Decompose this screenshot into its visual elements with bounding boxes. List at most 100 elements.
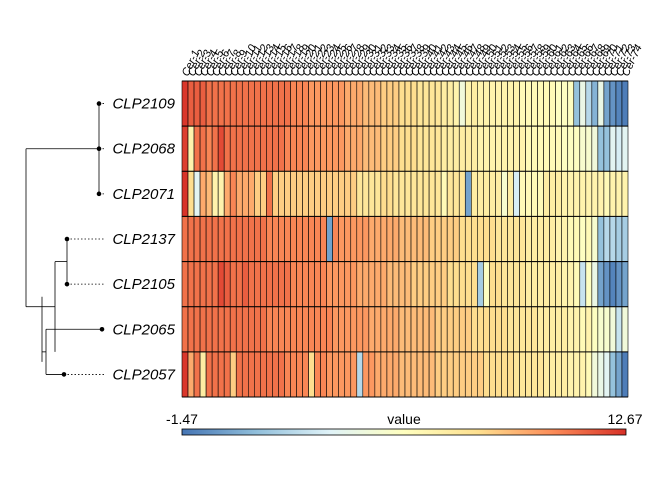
- heatmap-cell: [483, 261, 490, 308]
- heatmap-cell: [398, 125, 406, 172]
- heatmap-cell: [452, 170, 460, 217]
- heatmap-cell: [458, 261, 466, 308]
- heatmap-cell: [555, 351, 563, 398]
- heatmap-cell: [404, 306, 412, 353]
- heatmap-cell: [470, 261, 478, 308]
- heatmap-cell: [489, 216, 496, 262]
- heatmap-cell: [181, 306, 189, 353]
- column-labels: Cer-1Cer-2Cer-3Cer-4Cer-5Cer-6Cer-7Cer-8…: [180, 42, 645, 78]
- heatmap-cell: [350, 306, 358, 353]
- heatmap-cell: [519, 170, 526, 217]
- heatmap-cell: [380, 125, 388, 172]
- heatmap-cell: [320, 261, 327, 308]
- heatmap-cell: [344, 80, 352, 127]
- heatmap-cell: [464, 351, 472, 398]
- heatmap-cell: [308, 261, 315, 308]
- heatmap-cell: [187, 125, 195, 172]
- heatmap-cell: [398, 261, 406, 308]
- heatmap-cell: [507, 125, 514, 172]
- heatmap-cell: [591, 125, 599, 172]
- heatmap-cell: [597, 351, 605, 398]
- heatmap-cell: [470, 125, 478, 172]
- heatmap-cell: [597, 80, 605, 127]
- heatmap-cell: [603, 306, 611, 353]
- heatmap-cell: [489, 261, 496, 308]
- heatmap-cell: [187, 351, 195, 398]
- heatmap-cell: [561, 261, 569, 308]
- heatmap-cell: [314, 261, 321, 308]
- heatmap-cell: [217, 306, 225, 353]
- heatmap-cell: [308, 306, 315, 353]
- heatmap-cell: [428, 306, 436, 353]
- heatmap-cell: [507, 306, 514, 353]
- heatmap-cell: [199, 351, 207, 398]
- heatmap-cell: [338, 261, 346, 308]
- heatmap-cell: [392, 261, 400, 308]
- heatmap-cell: [260, 351, 267, 398]
- heatmap-cell: [621, 125, 629, 172]
- heatmap-cell: [302, 216, 309, 262]
- heatmap-cell: [483, 80, 490, 127]
- heatmap-cell: [489, 306, 496, 353]
- heatmap-cell: [513, 125, 520, 172]
- heatmap-cell: [248, 351, 255, 398]
- heatmap-cell: [374, 80, 382, 127]
- heatmap-cell: [308, 80, 315, 127]
- heatmap-cell: [344, 216, 352, 262]
- heatmap-cell: [446, 170, 454, 217]
- heatmap-cell: [266, 306, 273, 353]
- heatmap-cell: [561, 80, 569, 127]
- heatmap-cell: [501, 80, 508, 127]
- heatmap-cell: [193, 170, 201, 217]
- heatmap-cell: [543, 351, 550, 398]
- heatmap-cell: [452, 216, 460, 262]
- heatmap-cell: [585, 216, 593, 262]
- heatmap-cell: [302, 125, 309, 172]
- heatmap-cell: [398, 351, 406, 398]
- heatmap-cell: [356, 170, 364, 217]
- heatmap-cell: [380, 216, 388, 262]
- heatmap-cell: [495, 351, 502, 398]
- heatmap-cell: [434, 261, 442, 308]
- heatmap-cell: [398, 216, 406, 262]
- heatmap-cell: [266, 216, 273, 262]
- heatmap-cell: [199, 306, 207, 353]
- heatmap-cell: [470, 306, 478, 353]
- heatmap-cell: [470, 170, 478, 217]
- heatmap-cell: [187, 216, 195, 262]
- heatmap-cell: [507, 261, 514, 308]
- heatmap-cell: [223, 306, 231, 353]
- heatmap-cell: [555, 261, 563, 308]
- row-dendrogram: [25, 101, 105, 377]
- heatmap-cell: [302, 80, 309, 127]
- heatmap-cell: [254, 351, 261, 398]
- heatmap-cell: [386, 261, 394, 308]
- heatmap-cell: [314, 216, 321, 262]
- heatmap-cell: [603, 125, 611, 172]
- heatmap-cell: [507, 351, 514, 398]
- heatmap-cell: [199, 80, 207, 127]
- heatmap-cell: [326, 351, 333, 398]
- heatmap-cell: [211, 216, 219, 262]
- heatmap-cell: [320, 216, 327, 262]
- heatmap-cell: [555, 170, 563, 217]
- heatmap-cell: [211, 306, 219, 353]
- heatmap-cell: [386, 306, 394, 353]
- heatmap-cell: [483, 351, 490, 398]
- heatmap-cell: [374, 216, 382, 262]
- heatmap-cell: [416, 80, 424, 127]
- heatmap-cell: [483, 306, 490, 353]
- heatmap-cell: [531, 261, 538, 308]
- heatmap-cell: [440, 351, 448, 398]
- heatmap-cell: [531, 125, 538, 172]
- heatmap-cell: [187, 170, 195, 217]
- heatmap-cell: [362, 170, 370, 217]
- heatmap-cell: [615, 216, 623, 262]
- heatmap-cell: [597, 125, 605, 172]
- heatmap-cell: [561, 306, 569, 353]
- heatmap-cell: [374, 125, 382, 172]
- heatmap-cell: [368, 80, 376, 127]
- heatmap-cell: [278, 306, 285, 353]
- heatmap-cell: [241, 261, 249, 308]
- heatmap-cell: [615, 80, 623, 127]
